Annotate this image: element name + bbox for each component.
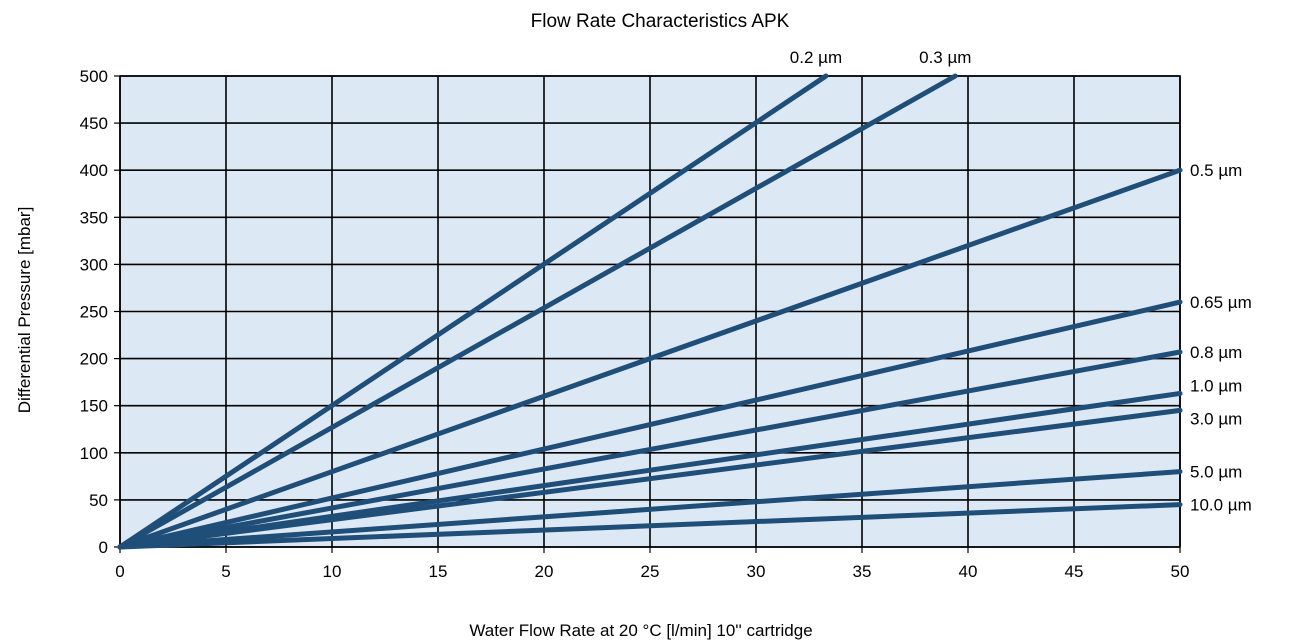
series-label: 0.5 µm [1190,161,1242,180]
y-tick-label: 100 [80,444,108,463]
series-label: 5.0 µm [1190,463,1242,482]
series-line [117,407,1183,550]
series-label: 3.0 µm [1190,409,1242,428]
y-tick-label: 300 [80,255,108,274]
y-tick-label: 400 [80,161,108,180]
series-lines [117,73,1183,550]
x-axis-ticks: 0 5 10 15 20 25 30 35 40 45 50 [115,547,1189,581]
x-tick-label: 30 [747,562,766,581]
y-tick-label: 0 [99,538,108,557]
series-label: 0.65 µm [1190,293,1252,312]
y-tick-label: 50 [89,491,108,510]
x-tick-label: 25 [641,562,660,581]
y-axis-label: Differential Pressure [mbar] [15,207,34,414]
y-tick-label: 250 [80,303,108,322]
y-tick-label: 500 [80,67,108,86]
x-tick-label: 0 [115,562,124,581]
series-line [117,502,1183,550]
y-tick-label: 200 [80,350,108,369]
series-line [117,167,1183,550]
x-axis-label: Water Flow Rate at 20 °C [l/min] 10'' ca… [469,621,812,640]
chart-title: Flow Rate Characteristics APK [531,11,790,32]
series-line [117,73,958,550]
x-tick-label: 50 [1171,562,1190,581]
x-tick-label: 35 [853,562,872,581]
series-label: 0.2 µm [790,48,842,67]
y-tick-label: 150 [80,397,108,416]
series-label: 0.8 µm [1190,343,1242,362]
x-tick-label: 45 [1065,562,1084,581]
series-line [117,390,1183,550]
series-label: 0.3 µm [919,48,971,67]
series-line [117,469,1183,550]
series-label: 1.0 µm [1190,376,1242,395]
y-tick-label: 450 [80,114,108,133]
x-tick-label: 20 [535,562,554,581]
series-line [117,73,829,550]
y-tick-label: 350 [80,208,108,227]
series-label: 10.0 µm [1190,496,1252,515]
x-tick-label: 10 [323,562,342,581]
x-tick-label: 15 [429,562,448,581]
series-line [117,299,1183,550]
series-labels: 0.2 µm 0.3 µm 0.5 µm 0.65 µm 0.8 µm 1.0 µm 3.0… [790,48,1252,515]
x-tick-label: 40 [959,562,978,581]
series-line [117,349,1183,550]
y-axis-ticks: 0 50 100 150 200 250 300 350 400 450 500 [80,67,120,557]
x-tick-label: 5 [221,562,230,581]
